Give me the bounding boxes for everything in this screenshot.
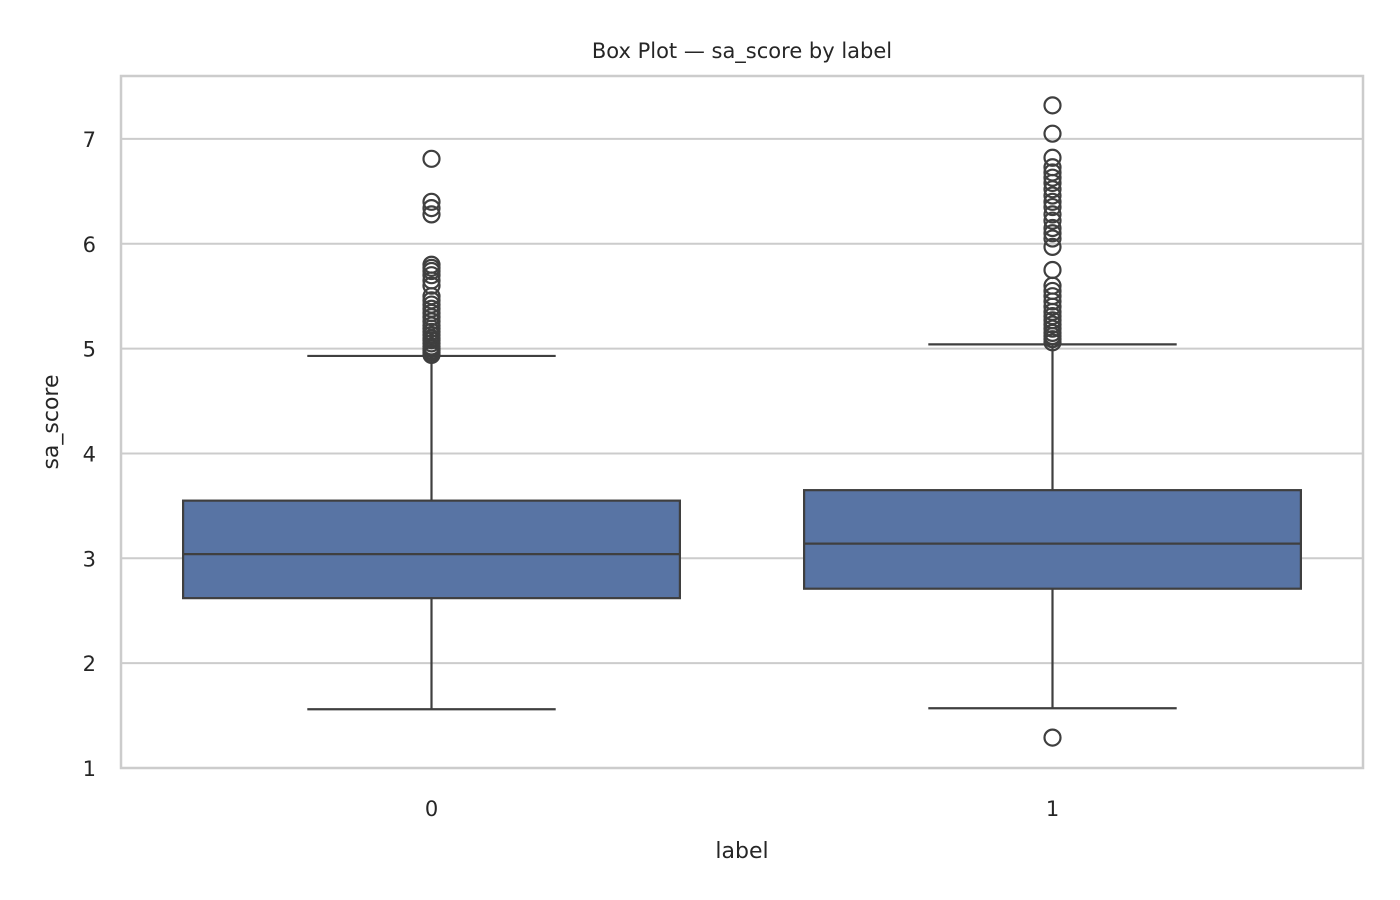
outlier-point — [1043, 237, 1062, 257]
y-tick-label: 5 — [83, 338, 96, 362]
box-group-1 — [802, 96, 1302, 747]
outlier-point — [1043, 186, 1062, 205]
outlier-point — [1043, 197, 1062, 217]
x-tick-label: 1 — [1046, 797, 1059, 821]
outlier-point — [422, 255, 441, 274]
box-marks — [182, 96, 1302, 747]
outlier-point — [1043, 163, 1062, 182]
outlier-point — [1043, 205, 1062, 224]
outlier-point — [1043, 168, 1062, 187]
outlier-point — [1043, 260, 1062, 280]
outlier-point — [1043, 124, 1062, 143]
plot-frame — [119, 74, 1365, 770]
y-tick-labels: 1 2 3 4 5 6 7 — [83, 128, 96, 781]
outlier-point — [422, 192, 441, 211]
plot-area — [121, 76, 1363, 768]
y-tick-label: 6 — [83, 233, 96, 257]
outlier-point — [1043, 728, 1062, 747]
x-tick-label: 0 — [425, 797, 438, 821]
iqr-box — [182, 499, 681, 600]
outlier-point — [422, 149, 441, 168]
y-tick-label: 1 — [83, 757, 96, 781]
outlier-point — [422, 205, 441, 224]
y-tick-label: 7 — [83, 128, 96, 152]
y-tick-label: 2 — [83, 652, 96, 676]
outlier-point — [1043, 148, 1062, 167]
outlier-point — [1043, 158, 1062, 177]
outlier-point — [1043, 281, 1062, 301]
x-axis-label: label — [715, 839, 768, 864]
y-axis-label: sa_score — [39, 374, 64, 469]
box-group-0 — [182, 149, 681, 711]
outlier-point — [422, 199, 441, 218]
outlier-point — [1043, 192, 1062, 211]
outlier-point — [1043, 96, 1062, 115]
outlier-point — [1043, 224, 1062, 243]
outlier-point — [422, 276, 441, 295]
outlier-point — [1043, 229, 1062, 248]
outlier-point — [1043, 211, 1062, 230]
outlier-point — [1043, 287, 1062, 306]
y-tick-label: 4 — [83, 442, 96, 466]
iqr-box — [802, 489, 1302, 590]
chart-title: Box Plot — sa_score by label — [592, 39, 892, 64]
y-tick-label: 3 — [83, 547, 96, 571]
outlier-point — [1043, 218, 1062, 238]
